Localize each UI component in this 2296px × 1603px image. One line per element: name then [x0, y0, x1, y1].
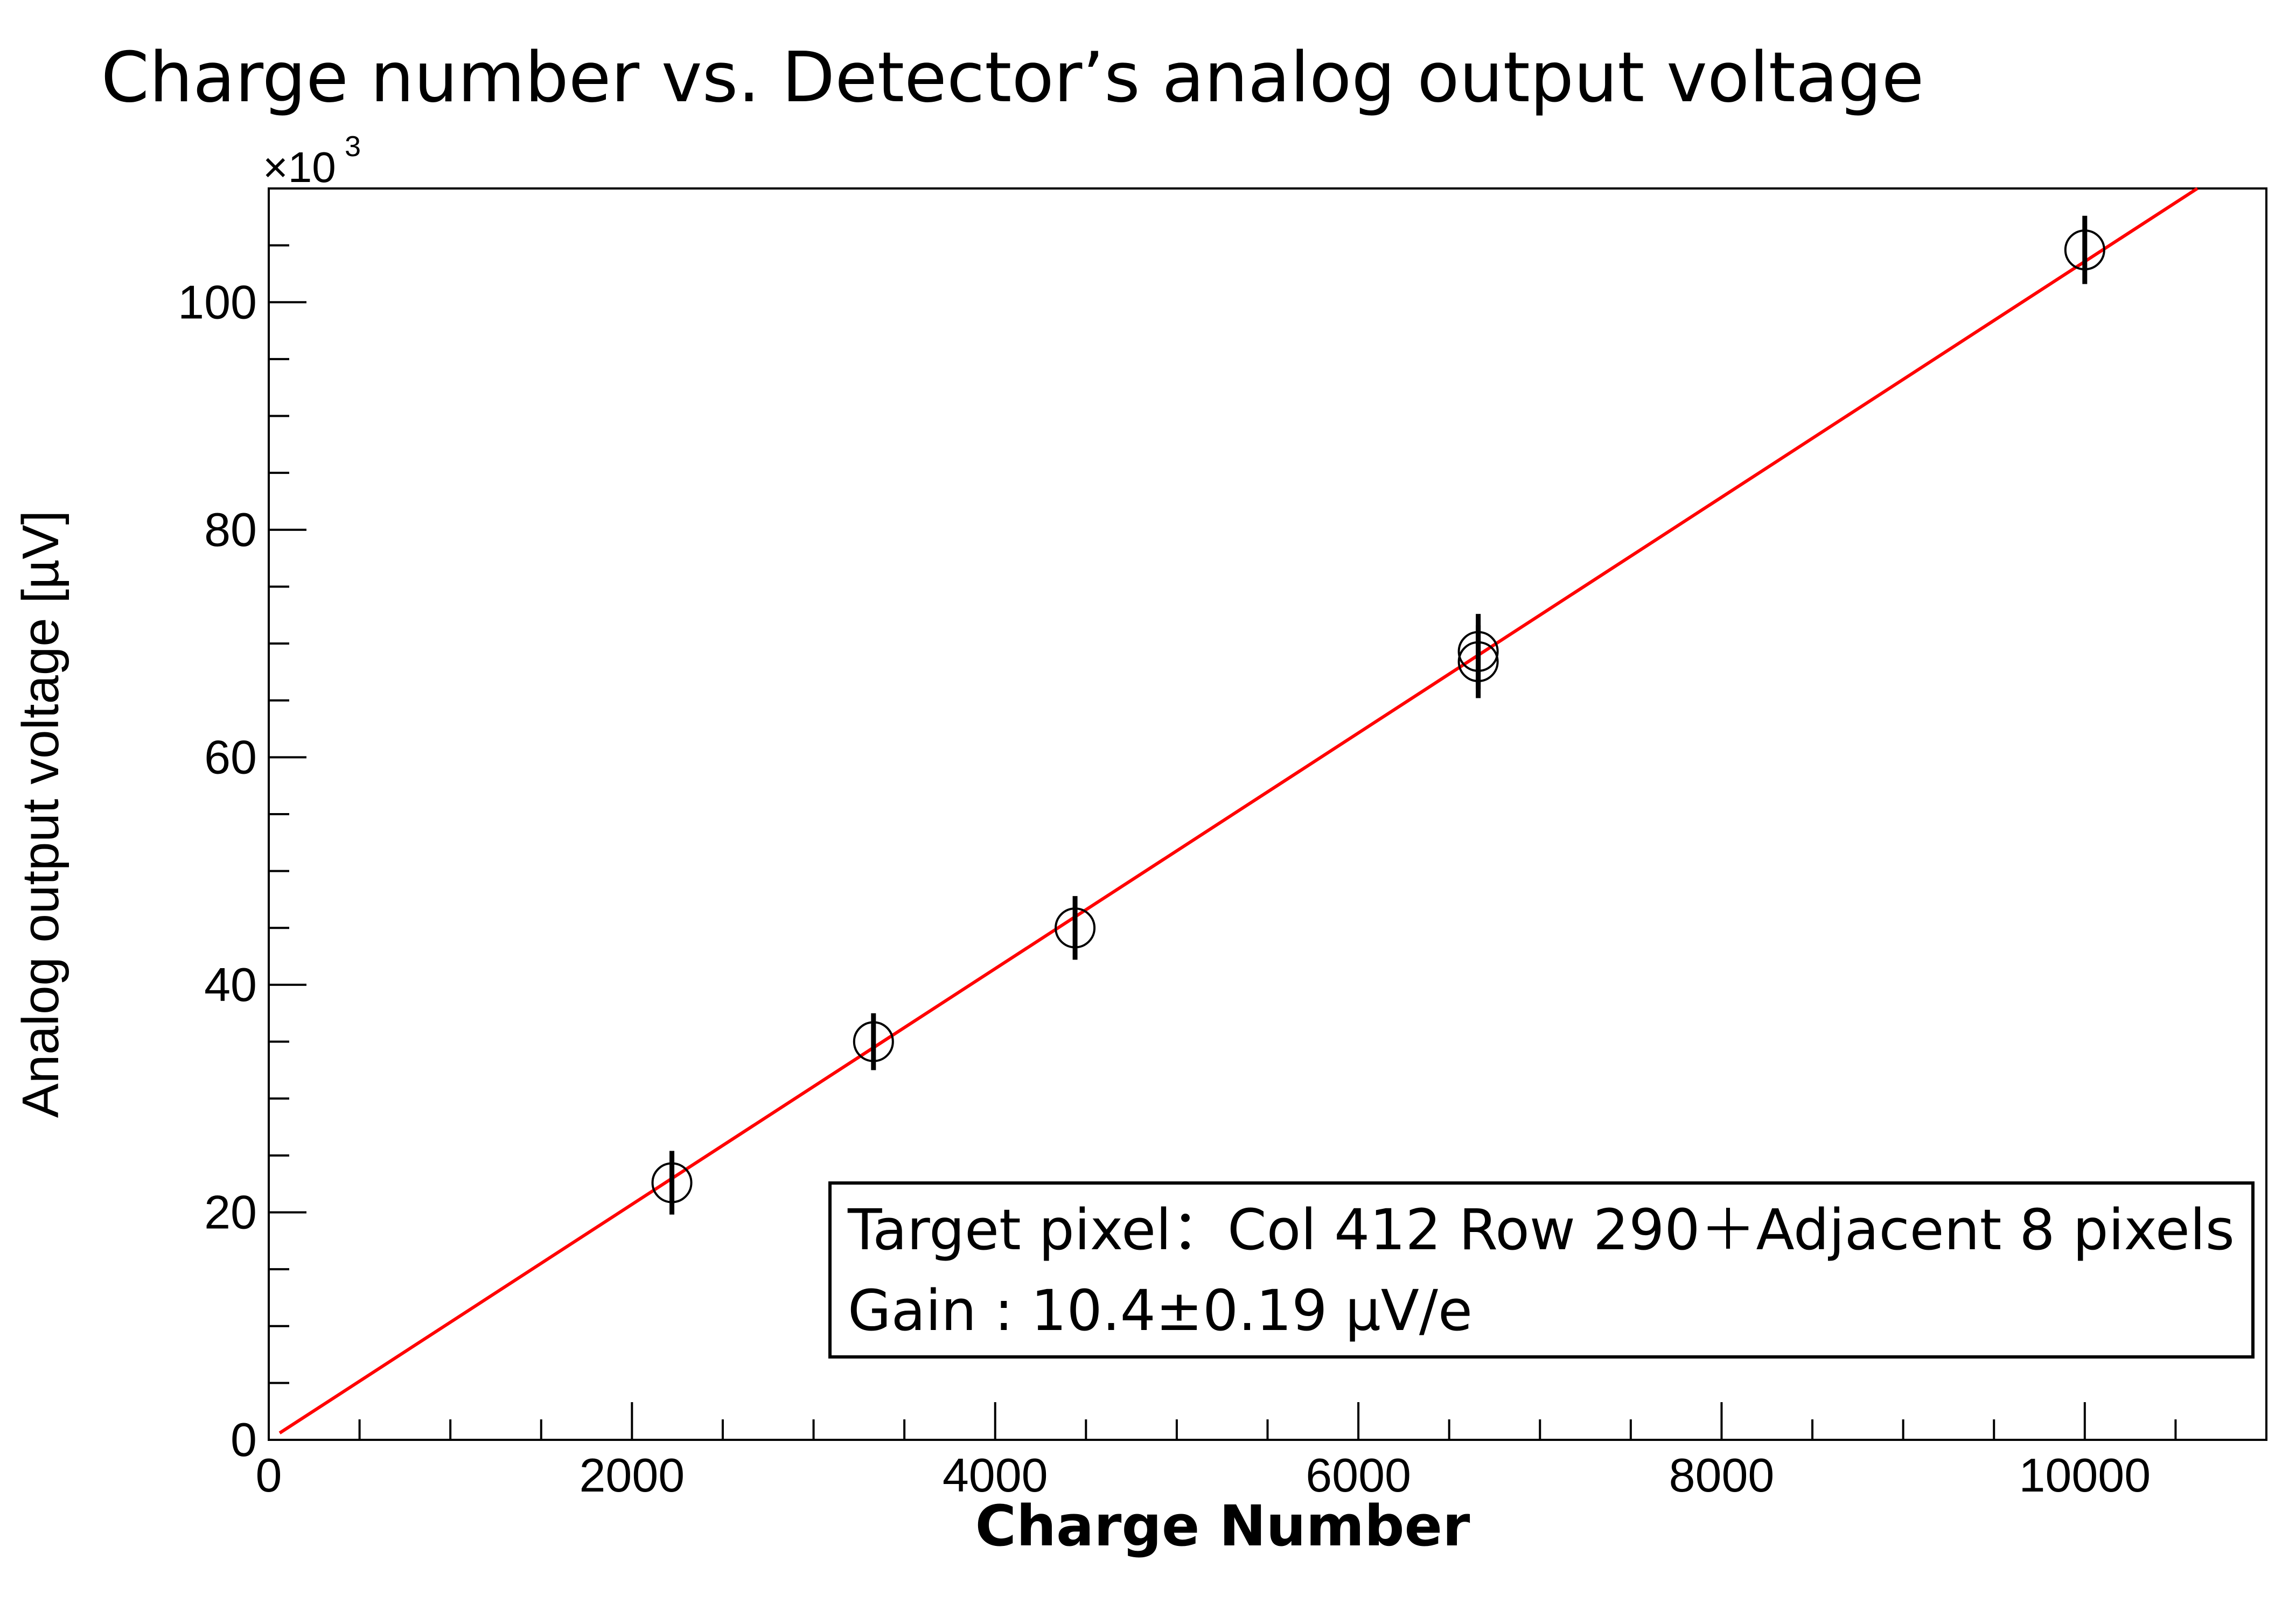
fit-line: [278, 187, 2199, 1434]
y-tick-label: 0: [231, 1413, 257, 1466]
x-tick-label: 10000: [2019, 1448, 2151, 1502]
annotation-line-2: Gain : 10.4±0.19 µV/e: [848, 1278, 1472, 1343]
data-point: [1055, 896, 1096, 960]
y-axis-title: Analog output voltage [µV]: [12, 510, 69, 1118]
y-multiplier-label: ×10: [263, 143, 336, 191]
chart-title: Charge number vs. Detector’s analog outp…: [101, 38, 1924, 118]
point-marker: [1457, 641, 1499, 682]
y-tick-label: 40: [204, 958, 257, 1011]
data-point: [651, 1151, 693, 1215]
y-axis-ticks: [269, 187, 306, 1441]
y-tick-labels: 0 20 40 60 80 100: [178, 275, 257, 1466]
y-tick-label: 60: [204, 730, 257, 783]
fit-layer: [278, 187, 2199, 1434]
point-marker: [2064, 229, 2105, 271]
data-point: [1457, 625, 1499, 698]
y-tick-label: 20: [204, 1185, 257, 1238]
y-tick-label: 80: [204, 503, 257, 556]
x-tick-label: 8000: [1669, 1448, 1775, 1502]
x-tick-label: 0: [256, 1448, 282, 1502]
point-marker: [853, 1021, 894, 1062]
data-points: [651, 215, 2105, 1215]
y-multiplier-exponent: 3: [345, 130, 361, 163]
x-axis-title: Charge Number: [975, 1493, 1470, 1559]
data-point: [2064, 215, 2105, 284]
y-tick-label: 100: [178, 275, 257, 328]
annotation-frame: [828, 1181, 2255, 1359]
x-tick-label: 2000: [579, 1448, 685, 1502]
point-marker: [651, 1162, 693, 1203]
annotation-box: Target pixel：Col 412 Row 290＋Adjacent 8 …: [828, 1181, 2255, 1359]
annotation-line-1: Target pixel：Col 412 Row 290＋Adjacent 8 …: [847, 1197, 2235, 1263]
x-tick-labels: 0 2000 4000 6000 8000 10000: [256, 1448, 2151, 1502]
x-tick-label: 4000: [943, 1448, 1048, 1502]
data-point: [853, 1013, 894, 1070]
x-axis-ticks: [268, 1402, 2267, 1440]
x-tick-label: 6000: [1306, 1448, 1411, 1502]
y-multiplier: ×10 3: [263, 130, 361, 191]
point-marker: [1055, 907, 1096, 949]
